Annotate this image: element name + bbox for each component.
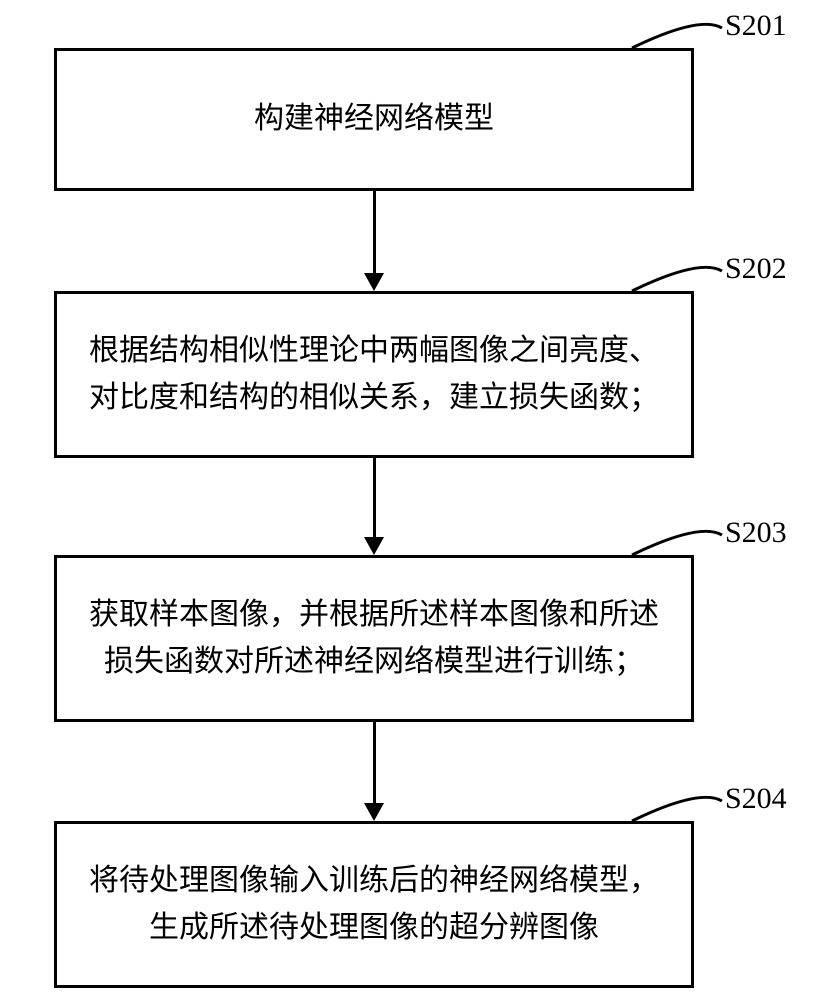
flowchart-canvas: 构建神经网络模型 S201 根据结构相似性理论中两幅图像之间亮度、对比度和结构的… bbox=[0, 0, 817, 1000]
callout-curve-s204 bbox=[0, 0, 817, 1000]
step-label-s204: S204 bbox=[725, 782, 787, 816]
